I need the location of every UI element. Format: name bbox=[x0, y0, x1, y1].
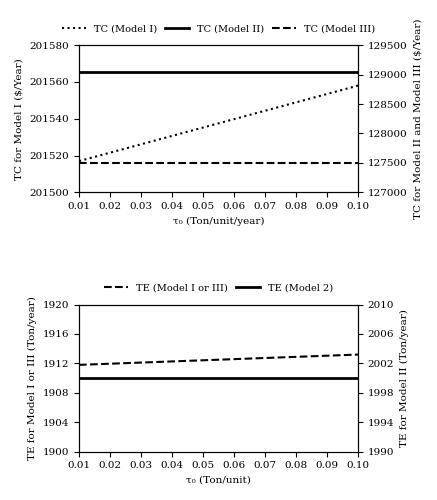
TC (Model III) bbox=[293, 160, 298, 166]
TC (Model I) bbox=[355, 82, 361, 88]
TE (Model 2) bbox=[108, 375, 113, 381]
TC (Model III) bbox=[170, 160, 175, 166]
TC (Model I) bbox=[139, 142, 144, 148]
TC (Model II) bbox=[201, 68, 206, 74]
TC (Model I) bbox=[231, 116, 236, 122]
Legend: TE (Model I or III), TE (Model 2): TE (Model I or III), TE (Model 2) bbox=[100, 280, 337, 296]
TE (Model 2) bbox=[76, 375, 82, 381]
TC (Model III) bbox=[108, 160, 113, 166]
TC (Model II) bbox=[139, 68, 144, 74]
TC (Model III) bbox=[324, 160, 329, 166]
X-axis label: τ₀ (Ton/unit): τ₀ (Ton/unit) bbox=[186, 476, 251, 485]
TE (Model I or III) bbox=[231, 356, 236, 362]
TE (Model I or III) bbox=[76, 362, 82, 368]
TE (Model 2) bbox=[355, 375, 361, 381]
TE (Model I or III) bbox=[324, 352, 329, 358]
Line: TE (Model I or III): TE (Model I or III) bbox=[79, 354, 358, 365]
TE (Model 2) bbox=[139, 375, 144, 381]
TC (Model II) bbox=[76, 68, 82, 74]
TE (Model I or III) bbox=[293, 354, 298, 360]
TC (Model III) bbox=[201, 160, 206, 166]
TC (Model I) bbox=[108, 150, 113, 156]
TE (Model I or III) bbox=[108, 360, 113, 366]
TC (Model II) bbox=[231, 68, 236, 74]
TC (Model I) bbox=[76, 158, 82, 164]
TE (Model 2) bbox=[262, 375, 267, 381]
TC (Model III) bbox=[139, 160, 144, 166]
TE (Model I or III) bbox=[355, 352, 361, 358]
TE (Model 2) bbox=[231, 375, 236, 381]
TE (Model I or III) bbox=[201, 358, 206, 364]
TE (Model I or III) bbox=[139, 360, 144, 366]
TE (Model I or III) bbox=[170, 358, 175, 364]
Y-axis label: TC for Model II and Model III ($/Year): TC for Model II and Model III ($/Year) bbox=[413, 18, 422, 219]
TE (Model 2) bbox=[201, 375, 206, 381]
TC (Model I) bbox=[262, 108, 267, 114]
TC (Model I) bbox=[201, 124, 206, 130]
X-axis label: τ₀ (Ton/unit/year): τ₀ (Ton/unit/year) bbox=[173, 216, 264, 226]
Legend: TC (Model I), TC (Model II), TC (Model III): TC (Model I), TC (Model II), TC (Model I… bbox=[58, 20, 379, 38]
Y-axis label: TC for Model I ($/Year): TC for Model I ($/Year) bbox=[15, 58, 24, 180]
TC (Model II) bbox=[262, 68, 267, 74]
TC (Model II) bbox=[293, 68, 298, 74]
Y-axis label: TE for Model I or III (Ton/year): TE for Model I or III (Ton/year) bbox=[28, 296, 37, 460]
TC (Model III) bbox=[76, 160, 82, 166]
TC (Model II) bbox=[170, 68, 175, 74]
TC (Model II) bbox=[108, 68, 113, 74]
TE (Model 2) bbox=[170, 375, 175, 381]
TE (Model 2) bbox=[293, 375, 298, 381]
TC (Model II) bbox=[324, 68, 329, 74]
TC (Model III) bbox=[231, 160, 236, 166]
TC (Model I) bbox=[324, 91, 329, 97]
Line: TC (Model I): TC (Model I) bbox=[79, 86, 358, 161]
TE (Model 2) bbox=[324, 375, 329, 381]
TE (Model I or III) bbox=[262, 355, 267, 361]
TC (Model III) bbox=[355, 160, 361, 166]
TC (Model II) bbox=[355, 68, 361, 74]
TC (Model III) bbox=[262, 160, 267, 166]
TC (Model I) bbox=[293, 100, 298, 105]
TC (Model I) bbox=[170, 133, 175, 139]
Y-axis label: TE for Model II (Ton/year): TE for Model II (Ton/year) bbox=[400, 309, 409, 447]
